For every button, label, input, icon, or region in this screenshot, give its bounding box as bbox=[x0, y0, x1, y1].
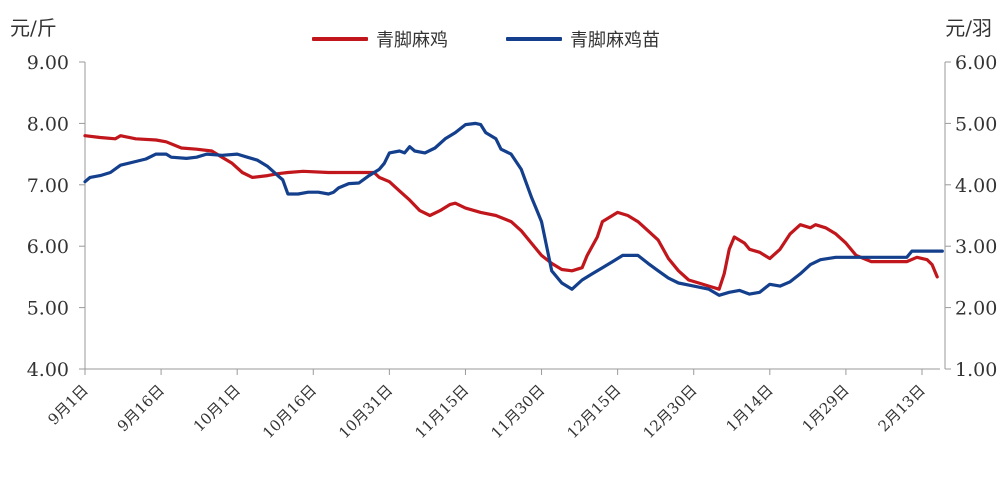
right-tick-label: 5.00 bbox=[955, 113, 997, 135]
right-tick-label: 2.00 bbox=[955, 298, 997, 320]
left-tick-label: 5.00 bbox=[27, 298, 69, 320]
series-line-chick bbox=[83, 121, 944, 297]
right-axis-unit: 元/羽 bbox=[945, 16, 992, 40]
left-tick-label: 7.00 bbox=[27, 175, 69, 197]
x-tick-label: 1月14日 bbox=[722, 381, 776, 435]
x-tick-label: 12月15日 bbox=[564, 381, 625, 442]
x-tick-label: 11月30日 bbox=[487, 381, 548, 442]
axes-layer: 4.00 5.00 6.00 7.00 8.00 9.00 1.00 2.00 3.00 4.00… bbox=[27, 52, 998, 442]
legend-item-chicken: 青脚麻鸡 bbox=[312, 26, 448, 52]
x-tick-label: 1月29日 bbox=[799, 381, 853, 435]
x-tick-label: 9月16日 bbox=[114, 381, 168, 435]
x-tick-label: 10月1日 bbox=[190, 381, 244, 435]
legend-swatch-chick bbox=[506, 37, 562, 41]
left-axis-unit: 元/斤 bbox=[10, 16, 57, 40]
x-tick-label: 10月31日 bbox=[335, 381, 396, 442]
legend-label-chicken: 青脚麻鸡 bbox=[376, 30, 448, 51]
right-tick-label: 1.00 bbox=[955, 359, 997, 381]
x-tick-label: 12月30日 bbox=[640, 381, 701, 442]
legend-label-chick: 青脚麻鸡苗 bbox=[570, 30, 660, 51]
x-tick-label: 9月1日 bbox=[44, 381, 91, 428]
left-tick-label: 8.00 bbox=[27, 113, 69, 135]
series-layer bbox=[83, 121, 944, 297]
left-tick-label: 9.00 bbox=[27, 52, 69, 74]
legend: 青脚麻鸡 青脚麻鸡苗 bbox=[312, 26, 660, 52]
left-tick-label: 4.00 bbox=[27, 359, 69, 381]
right-tick-label: 6.00 bbox=[955, 52, 997, 74]
right-tick-label: 3.00 bbox=[955, 236, 997, 258]
x-tick-label: 2月13日 bbox=[875, 381, 929, 435]
series-line-chicken bbox=[83, 134, 939, 291]
left-tick-label: 6.00 bbox=[27, 236, 69, 258]
x-tick-label: 10月16日 bbox=[259, 381, 320, 442]
x-tick-label: 11月15日 bbox=[411, 381, 472, 442]
right-tick-label: 4.00 bbox=[955, 175, 997, 197]
legend-item-chick: 青脚麻鸡苗 bbox=[506, 26, 660, 52]
legend-swatch-chicken bbox=[312, 37, 368, 41]
